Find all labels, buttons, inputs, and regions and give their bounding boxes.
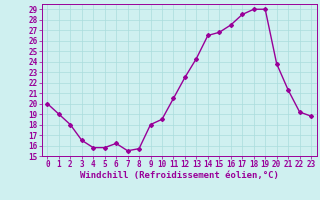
X-axis label: Windchill (Refroidissement éolien,°C): Windchill (Refroidissement éolien,°C) (80, 171, 279, 180)
